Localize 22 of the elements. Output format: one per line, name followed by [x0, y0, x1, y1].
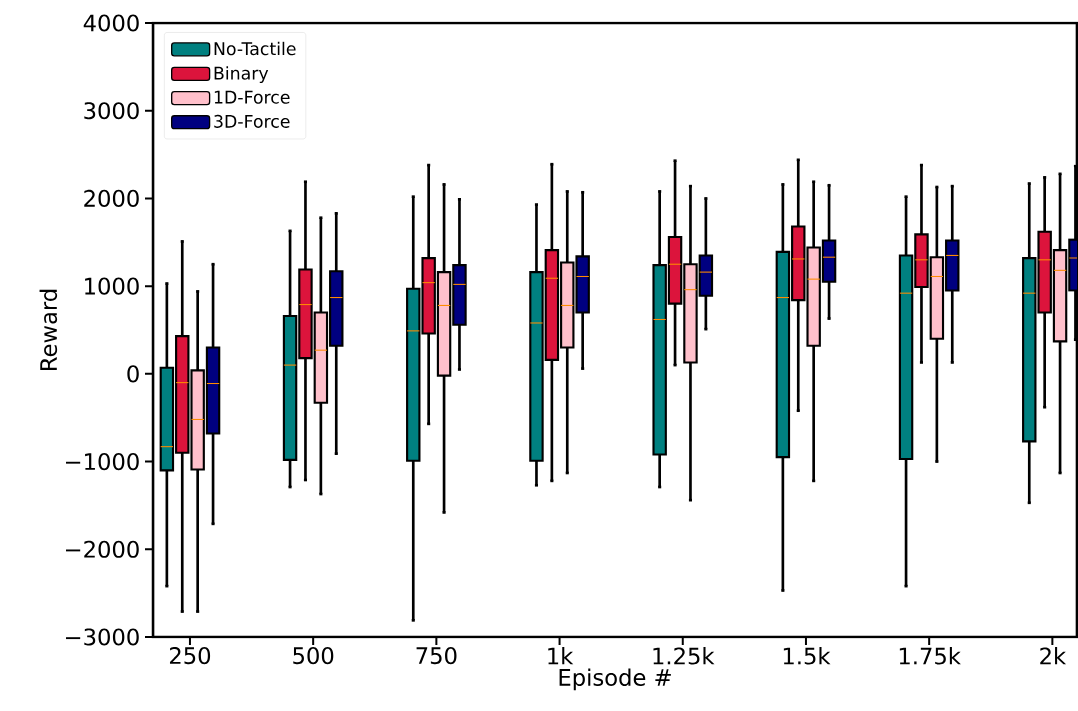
y-tick-label: 2000 [84, 189, 139, 207]
legend-label: No-Tactile [214, 41, 296, 56]
y-tick-label: −2000 [66, 540, 139, 558]
x-tick-label: 2k [1040, 647, 1067, 665]
x-tick-label: 1k [548, 647, 574, 665]
x-tick-label: 1.25k [653, 647, 715, 665]
y-tick-label: 3000 [84, 102, 139, 120]
x-tick-label: 1.75k [899, 647, 961, 665]
legend-label: Binary [214, 66, 269, 84]
y-tick-label: −1000 [66, 452, 139, 471]
x-tick-label: 500 [293, 647, 334, 665]
y-tick-label: −3000 [66, 628, 139, 646]
x-axis-title: Episode # [559, 668, 671, 691]
x-tick-label: 750 [416, 647, 457, 665]
legend-label: 1D-Force [214, 90, 290, 104]
y-tick-label: 1000 [85, 277, 139, 295]
y-axis-title: Reward [39, 289, 58, 370]
y-tick-label: 4000 [83, 14, 139, 32]
legend-label: 3D-Force [214, 114, 290, 128]
y-tick-label: 0 [127, 365, 139, 383]
x-tick-label: 1.5k [783, 647, 831, 665]
x-tick-label: 250 [169, 647, 211, 665]
